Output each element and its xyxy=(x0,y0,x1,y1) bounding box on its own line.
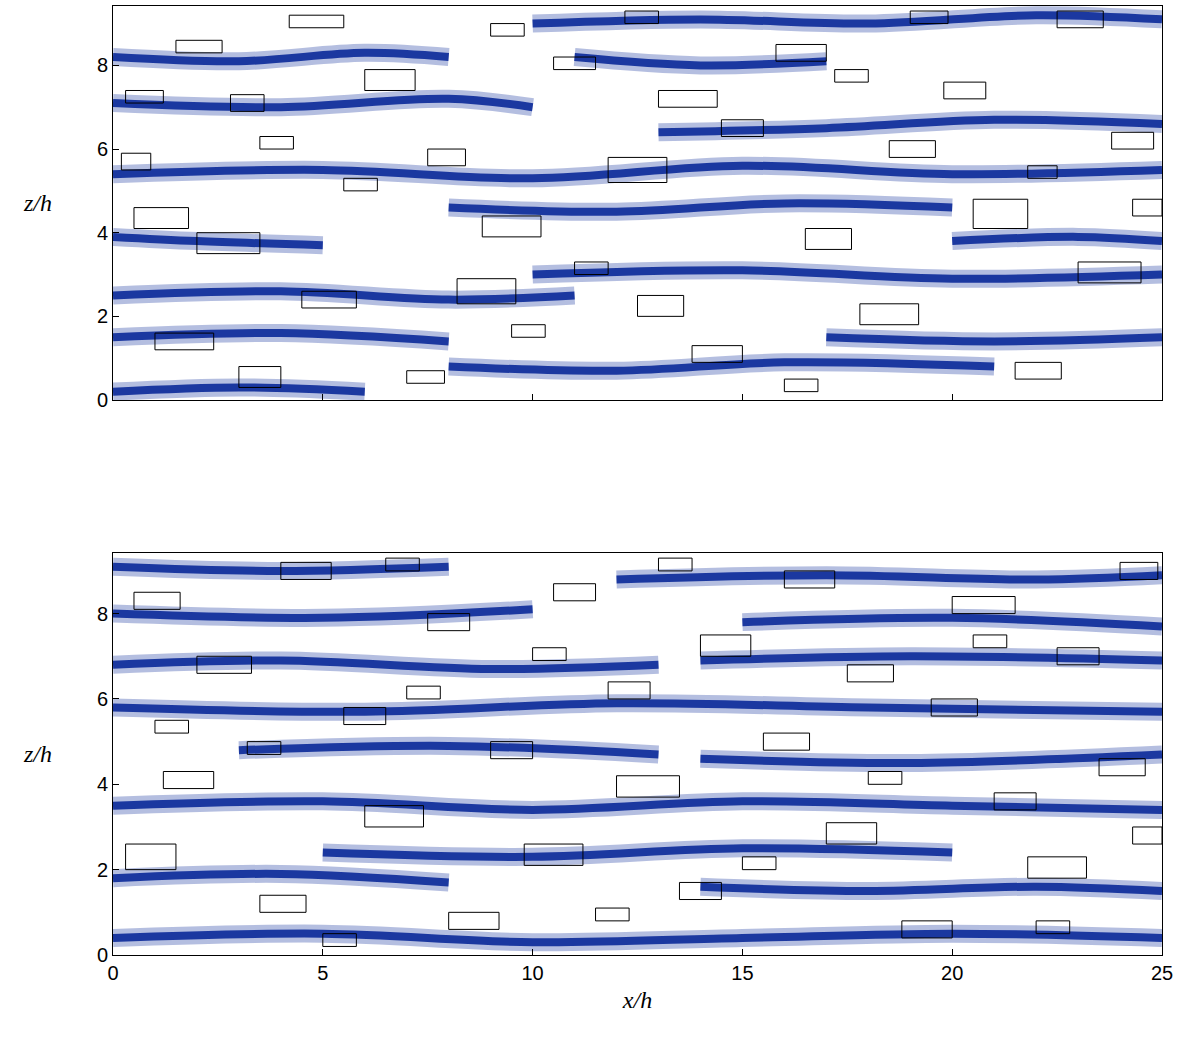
svg-text:25: 25 xyxy=(1151,962,1173,984)
svg-text:10: 10 xyxy=(521,962,543,984)
svg-text:x/h: x/h xyxy=(622,987,652,1013)
svg-text:8: 8 xyxy=(97,603,108,625)
svg-text:0: 0 xyxy=(107,962,118,984)
svg-text:6: 6 xyxy=(97,138,108,160)
svg-text:4: 4 xyxy=(97,773,108,795)
svg-text:8: 8 xyxy=(97,54,108,76)
svg-text:6: 6 xyxy=(97,688,108,710)
svg-text:z/h: z/h xyxy=(23,190,52,216)
svg-text:0: 0 xyxy=(97,944,108,966)
svg-text:2: 2 xyxy=(97,305,108,327)
svg-text:z/h: z/h xyxy=(23,741,52,767)
svg-text:0: 0 xyxy=(97,389,108,411)
svg-text:15: 15 xyxy=(731,962,753,984)
svg-text:2: 2 xyxy=(97,859,108,881)
svg-text:5: 5 xyxy=(317,962,328,984)
svg-text:20: 20 xyxy=(941,962,963,984)
svg-text:4: 4 xyxy=(97,222,108,244)
